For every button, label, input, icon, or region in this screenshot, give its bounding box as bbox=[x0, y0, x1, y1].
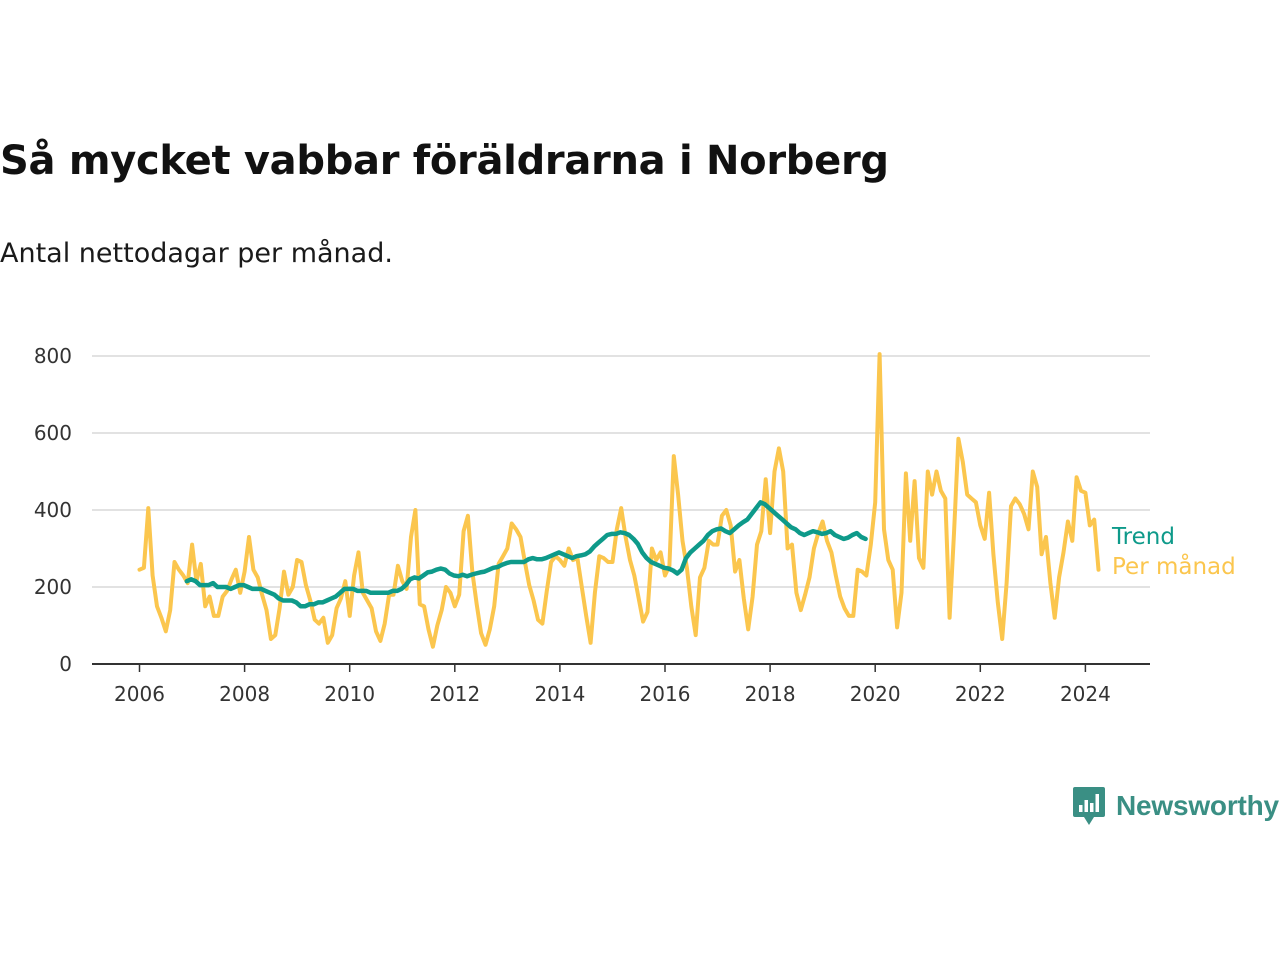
chart-title: Så mycket vabbar föräldrarna i Norberg bbox=[0, 138, 889, 184]
x-axis-ticks: 2006 2008 2010 2012 2014 2016 2018 2020 2022 2024 bbox=[114, 664, 1111, 706]
gridlines bbox=[92, 355, 1150, 588]
x-tick-label-2022: 2022 bbox=[955, 682, 1006, 706]
legend-label-per-manad: Per månad bbox=[1112, 552, 1236, 580]
x-tick-label-2006: 2006 bbox=[114, 682, 165, 706]
y-tick-label-0: 0 bbox=[59, 652, 72, 676]
x-tick-label-2020: 2020 bbox=[850, 682, 901, 706]
x-tick-label-2012: 2012 bbox=[429, 682, 480, 706]
y-tick-label-800: 800 bbox=[34, 344, 72, 368]
brand-name: Newsworthy bbox=[1116, 790, 1279, 821]
x-tick-label-2016: 2016 bbox=[640, 682, 691, 706]
y-tick-label-400: 400 bbox=[34, 498, 72, 522]
chart-subtitle: Antal nettodagar per månad. bbox=[0, 238, 393, 269]
series-line-trend bbox=[184, 500, 868, 609]
x-tick-label-2018: 2018 bbox=[745, 682, 796, 706]
y-tick-label-600: 600 bbox=[34, 421, 72, 445]
brand-logo: Newsworthy bbox=[1072, 784, 1279, 828]
y-tick-label-200: 200 bbox=[34, 575, 72, 599]
legend-label-trend: Trend bbox=[1111, 524, 1175, 550]
x-tick-label-2010: 2010 bbox=[324, 682, 375, 706]
chart-bubble-logo-icon bbox=[1073, 787, 1105, 825]
x-tick-label-2008: 2008 bbox=[219, 682, 270, 706]
y-axis-ticks: 0 200 400 600 800 bbox=[34, 344, 72, 676]
x-tick-label-2014: 2014 bbox=[534, 682, 585, 706]
series-line-per-manad bbox=[137, 352, 1101, 649]
x-tick-label-2024: 2024 bbox=[1060, 682, 1111, 706]
